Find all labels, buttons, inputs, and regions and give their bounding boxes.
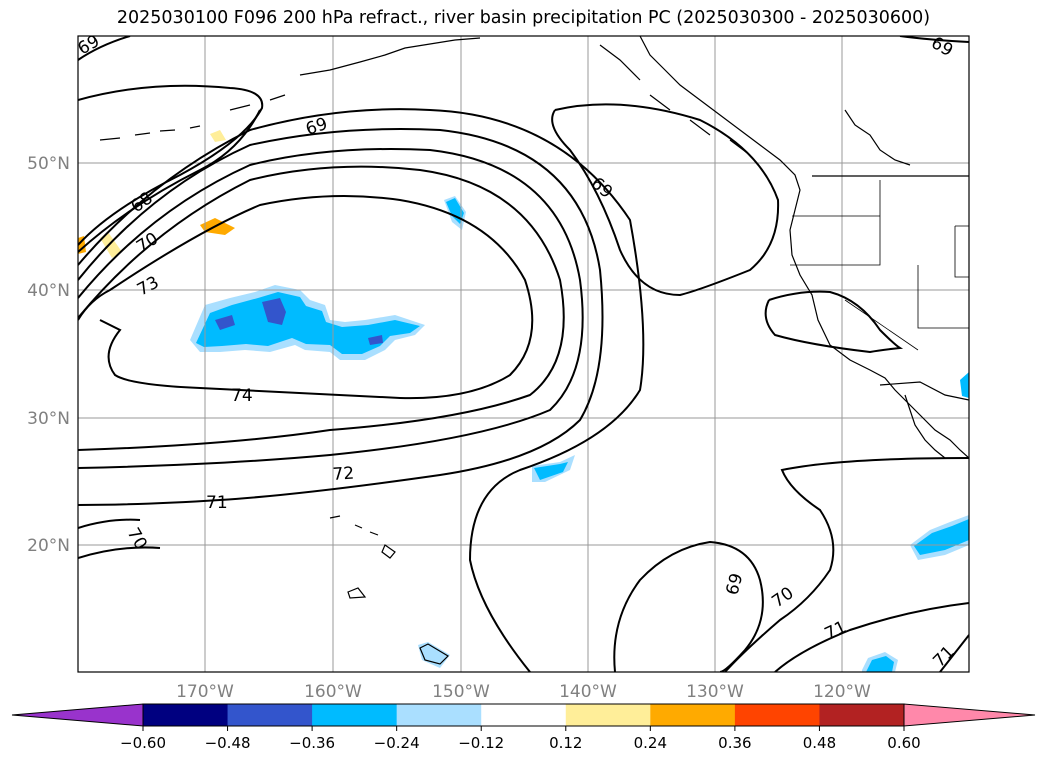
contour-71-corner <box>939 634 969 672</box>
contour-71-se <box>774 602 969 672</box>
colorbar-segment <box>734 704 820 726</box>
colorbar-segment <box>312 704 398 726</box>
contour-label: 72 <box>332 464 355 485</box>
map-panel: 69 69 69 68 70 73 74 72 71 70 69 70 71 7… <box>27 35 970 700</box>
lon-label: 140°W <box>559 682 617 700</box>
contour-72 <box>78 148 584 469</box>
contour-70-se <box>724 457 969 672</box>
colorbar-tick-label: 0.48 <box>803 734 836 752</box>
colorbar-segment <box>565 704 651 726</box>
latitude-labels: 50°N 40°N 30°N 20°N <box>27 154 70 556</box>
lon-label: 150°W <box>432 682 490 700</box>
precip-area-se-1-core <box>914 519 969 555</box>
colorbar-segment <box>227 704 313 726</box>
map-background <box>78 36 969 672</box>
contour-69-north <box>78 84 264 246</box>
lon-label: 170°W <box>176 682 234 700</box>
contour-70-west <box>78 108 645 672</box>
colorbar-frame <box>142 703 905 727</box>
precip-area-se-2-core <box>866 656 894 672</box>
colorbar-tick-label: 0.36 <box>718 734 751 752</box>
colorbar-tick-label: −0.24 <box>374 734 420 752</box>
precip-area-dark-3 <box>368 335 383 345</box>
lon-label: 160°W <box>304 682 362 700</box>
precip-area-coast <box>960 372 969 398</box>
map-frame <box>77 35 970 673</box>
colorbar-tick-label: −0.60 <box>120 734 166 752</box>
hawaii-islands <box>329 515 449 665</box>
contour-69-se <box>613 540 764 672</box>
map-title: 2025030100 F096 200 hPa refract., river … <box>116 8 931 28</box>
precip-area-dark-1 <box>262 298 286 325</box>
coastlines <box>99 36 969 665</box>
precip-area-dark-2 <box>215 315 235 330</box>
precip-shading <box>78 130 969 672</box>
mexico-border <box>879 381 969 401</box>
colorbar-segment <box>396 704 482 726</box>
colorbar-tick-label: −0.12 <box>458 734 504 752</box>
gridlines <box>78 36 969 672</box>
contour-70-low-left <box>78 518 161 559</box>
contour-69-ne <box>899 36 969 43</box>
lon-label: 120°W <box>813 682 871 700</box>
colorbar-segment <box>481 704 567 726</box>
lon-label: 130°W <box>686 682 744 700</box>
colorbar-tick-label: −0.48 <box>205 734 251 752</box>
contour-74 <box>78 195 534 400</box>
contour-69-central <box>551 103 780 297</box>
contour-68 <box>78 109 261 253</box>
colorbar-segment <box>819 704 905 726</box>
longitude-labels: 170°W 160°W 150°W 140°W 130°W 120°W <box>176 682 871 700</box>
contours <box>78 36 969 672</box>
alaska-coast <box>299 37 481 76</box>
colorbar-tick-label: −0.36 <box>289 734 335 752</box>
baja-coast <box>904 394 946 459</box>
colorbar-ticks: −0.60 −0.48 −0.36 −0.24 −0.12 0.12 0.24 0.36 0.4… <box>120 726 921 752</box>
contour-73 <box>78 165 565 451</box>
precip-area-east-1-core <box>534 462 568 480</box>
precip-area-central-pacific-core <box>196 292 420 354</box>
colorbar-segment <box>650 704 736 726</box>
precip-area-nw-4 <box>210 130 226 142</box>
colorbar-tick-label: 0.24 <box>634 734 667 752</box>
lat-label: 30°N <box>27 409 70 429</box>
contour-label: 71 <box>206 493 228 513</box>
colorbar-under-triangle <box>11 703 144 727</box>
lat-label: 20°N <box>27 536 70 556</box>
pacific-northwest-detail <box>844 109 911 166</box>
contour-69-nw <box>78 36 131 61</box>
contour-70-east <box>764 290 904 354</box>
colorbar-tick-label: 0.12 <box>549 734 582 752</box>
state-borders <box>790 180 969 351</box>
lat-label: 40°N <box>27 281 70 301</box>
lat-label: 50°N <box>27 154 70 174</box>
colorbar-over-triangle <box>903 703 1036 727</box>
contour-71 <box>78 128 604 506</box>
canada-islands <box>599 44 751 156</box>
colorbar-segment <box>143 704 229 726</box>
precip-area-nw-2 <box>100 232 122 258</box>
contour-label: 74 <box>231 386 253 406</box>
colorbar-segments <box>11 703 1036 727</box>
aleutian-islands <box>99 94 286 141</box>
colorbar-tick-label: 0.60 <box>887 734 920 752</box>
